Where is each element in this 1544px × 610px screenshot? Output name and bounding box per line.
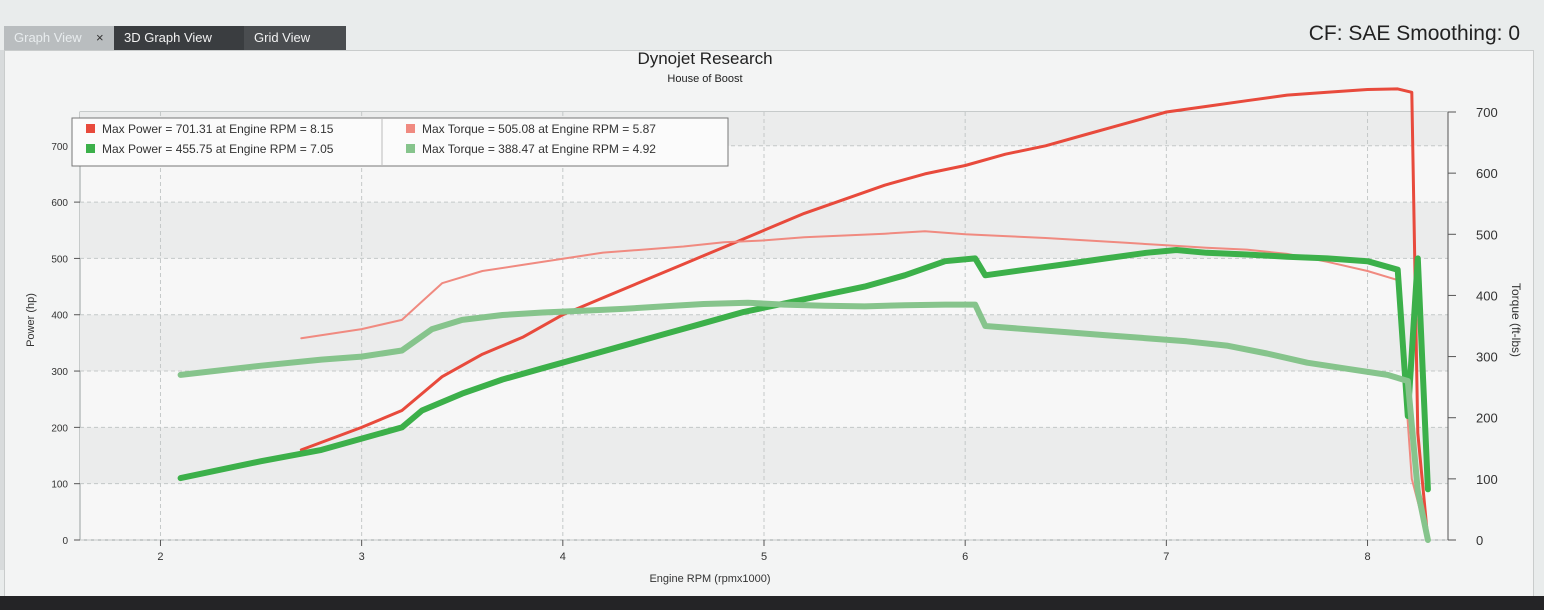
series-line-3 bbox=[177, 247, 1431, 493]
x-tick-label: 8 bbox=[1364, 551, 1370, 563]
legend-entry: Max Torque = 505.08 at Engine RPM = 5.87 bbox=[422, 122, 656, 136]
y-right-tick-label: 700 bbox=[1476, 105, 1498, 120]
x-tick-label: 7 bbox=[1163, 551, 1169, 563]
series-line-4 bbox=[177, 299, 1431, 543]
x-tick-label: 6 bbox=[962, 551, 968, 563]
y-right-tick-label: 400 bbox=[1476, 288, 1498, 303]
y-right-axis-label: Torque (ft-lbs) bbox=[1509, 283, 1523, 357]
legend-entry: Max Power = 455.75 at Engine RPM = 7.05 bbox=[102, 142, 334, 156]
y-right-tick-label: 100 bbox=[1476, 472, 1498, 487]
legend-swatch bbox=[86, 124, 95, 133]
chart-title: Dynojet Research bbox=[637, 49, 772, 68]
x-tick-label: 5 bbox=[761, 551, 767, 563]
legend-entry: Max Torque = 388.47 at Engine RPM = 4.92 bbox=[422, 142, 656, 156]
tab-3d-graph-view-label: 3D Graph View bbox=[124, 30, 212, 45]
y-right-tick-label: 0 bbox=[1476, 533, 1483, 548]
monitor-bezel-bottom bbox=[0, 596, 1544, 610]
y-left-tick-label: 200 bbox=[51, 423, 68, 434]
y-left-tick-label: 700 bbox=[51, 142, 68, 153]
close-icon[interactable]: × bbox=[96, 30, 104, 45]
legend-swatch bbox=[86, 144, 95, 153]
correction-factor-label: CF: SAE Smoothing: 0 bbox=[1308, 22, 1520, 45]
legend-swatch bbox=[406, 124, 415, 133]
x-tick-label: 2 bbox=[157, 551, 163, 563]
x-tick-label: 3 bbox=[359, 551, 365, 563]
legend-box bbox=[71, 117, 729, 167]
y-right-tick-label: 500 bbox=[1476, 227, 1498, 242]
series-line-1 bbox=[299, 87, 1430, 542]
y-left-tick-label: 0 bbox=[62, 536, 68, 547]
y-left-tick-label: 300 bbox=[51, 367, 68, 378]
y-left-tick-label: 500 bbox=[51, 254, 68, 265]
chart-subtitle: House of Boost bbox=[667, 73, 742, 85]
tab-bar: Graph View × 3D Graph View Grid View bbox=[0, 18, 1544, 50]
y-left-tick-label: 400 bbox=[51, 311, 68, 322]
y-right-tick-label: 200 bbox=[1476, 411, 1498, 426]
y-left-tick-label: 100 bbox=[51, 480, 68, 491]
tab-3d-graph-view[interactable]: 3D Graph View bbox=[114, 26, 244, 50]
y-right-tick-label: 600 bbox=[1476, 166, 1498, 181]
y-left-tick-label: 600 bbox=[51, 198, 68, 209]
legend-swatch bbox=[406, 144, 415, 153]
x-tick-label: 4 bbox=[560, 551, 566, 563]
y-left-axis-label: Power (hp) bbox=[25, 293, 37, 347]
tab-graph-view-label: Graph View bbox=[14, 30, 82, 45]
tab-grid-view[interactable]: Grid View bbox=[244, 26, 346, 50]
tab-graph-view[interactable]: Graph View × bbox=[4, 26, 114, 50]
y-right-tick-label: 300 bbox=[1476, 350, 1498, 365]
x-axis-label: Engine RPM (rpmx1000) bbox=[649, 573, 770, 585]
legend-entry: Max Power = 701.31 at Engine RPM = 8.15 bbox=[102, 122, 334, 136]
tab-grid-view-label: Grid View bbox=[254, 30, 311, 45]
